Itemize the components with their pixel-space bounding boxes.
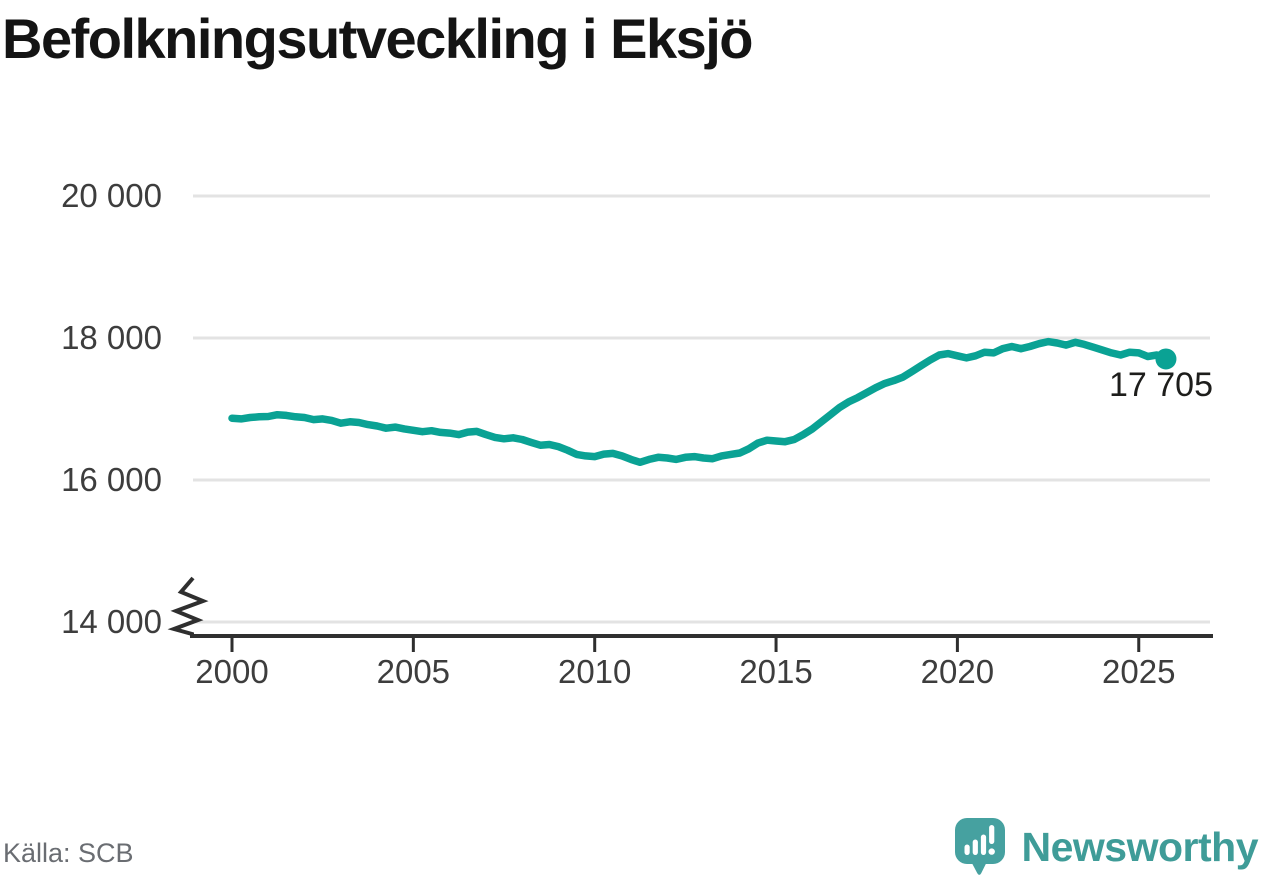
speech-bubble-shape [954, 818, 1005, 875]
x-tick-label: 2015 [739, 653, 813, 690]
x-tick-label: 2005 [376, 653, 451, 690]
x-tick-label: 2020 [920, 653, 995, 690]
bar-3 [980, 834, 986, 855]
x-tick-label: 2000 [195, 653, 269, 690]
y-tick-label: 14 000 [61, 603, 162, 640]
y-tick-label: 20 000 [61, 177, 162, 214]
y-tick-label: 18 000 [61, 319, 162, 356]
y-tick-label: 16 000 [61, 461, 162, 498]
population-line-series [228, 337, 1170, 467]
last-point-marker [1155, 348, 1177, 370]
y-axis-break-icon [167, 576, 209, 638]
page-title: Befolkningsutveckling i Eksjö [2, 7, 754, 70]
newsworthy-wordmark: Newsworthy [1021, 824, 1259, 870]
exclamation-dot [988, 848, 995, 855]
x-tick-label: 2010 [557, 653, 632, 690]
bar-1 [964, 844, 970, 855]
source-attribution: Källa: SCB [3, 838, 134, 868]
newsworthy-bubble-bar-chart-icon [954, 818, 1005, 875]
exclamation-bar [988, 825, 994, 844]
bar-2 [972, 839, 978, 855]
x-tick-label: 2025 [1102, 653, 1176, 690]
newsworthy-logo: Newsworthy [954, 816, 1259, 878]
last-value-annotation: 17 705 [1109, 366, 1213, 404]
